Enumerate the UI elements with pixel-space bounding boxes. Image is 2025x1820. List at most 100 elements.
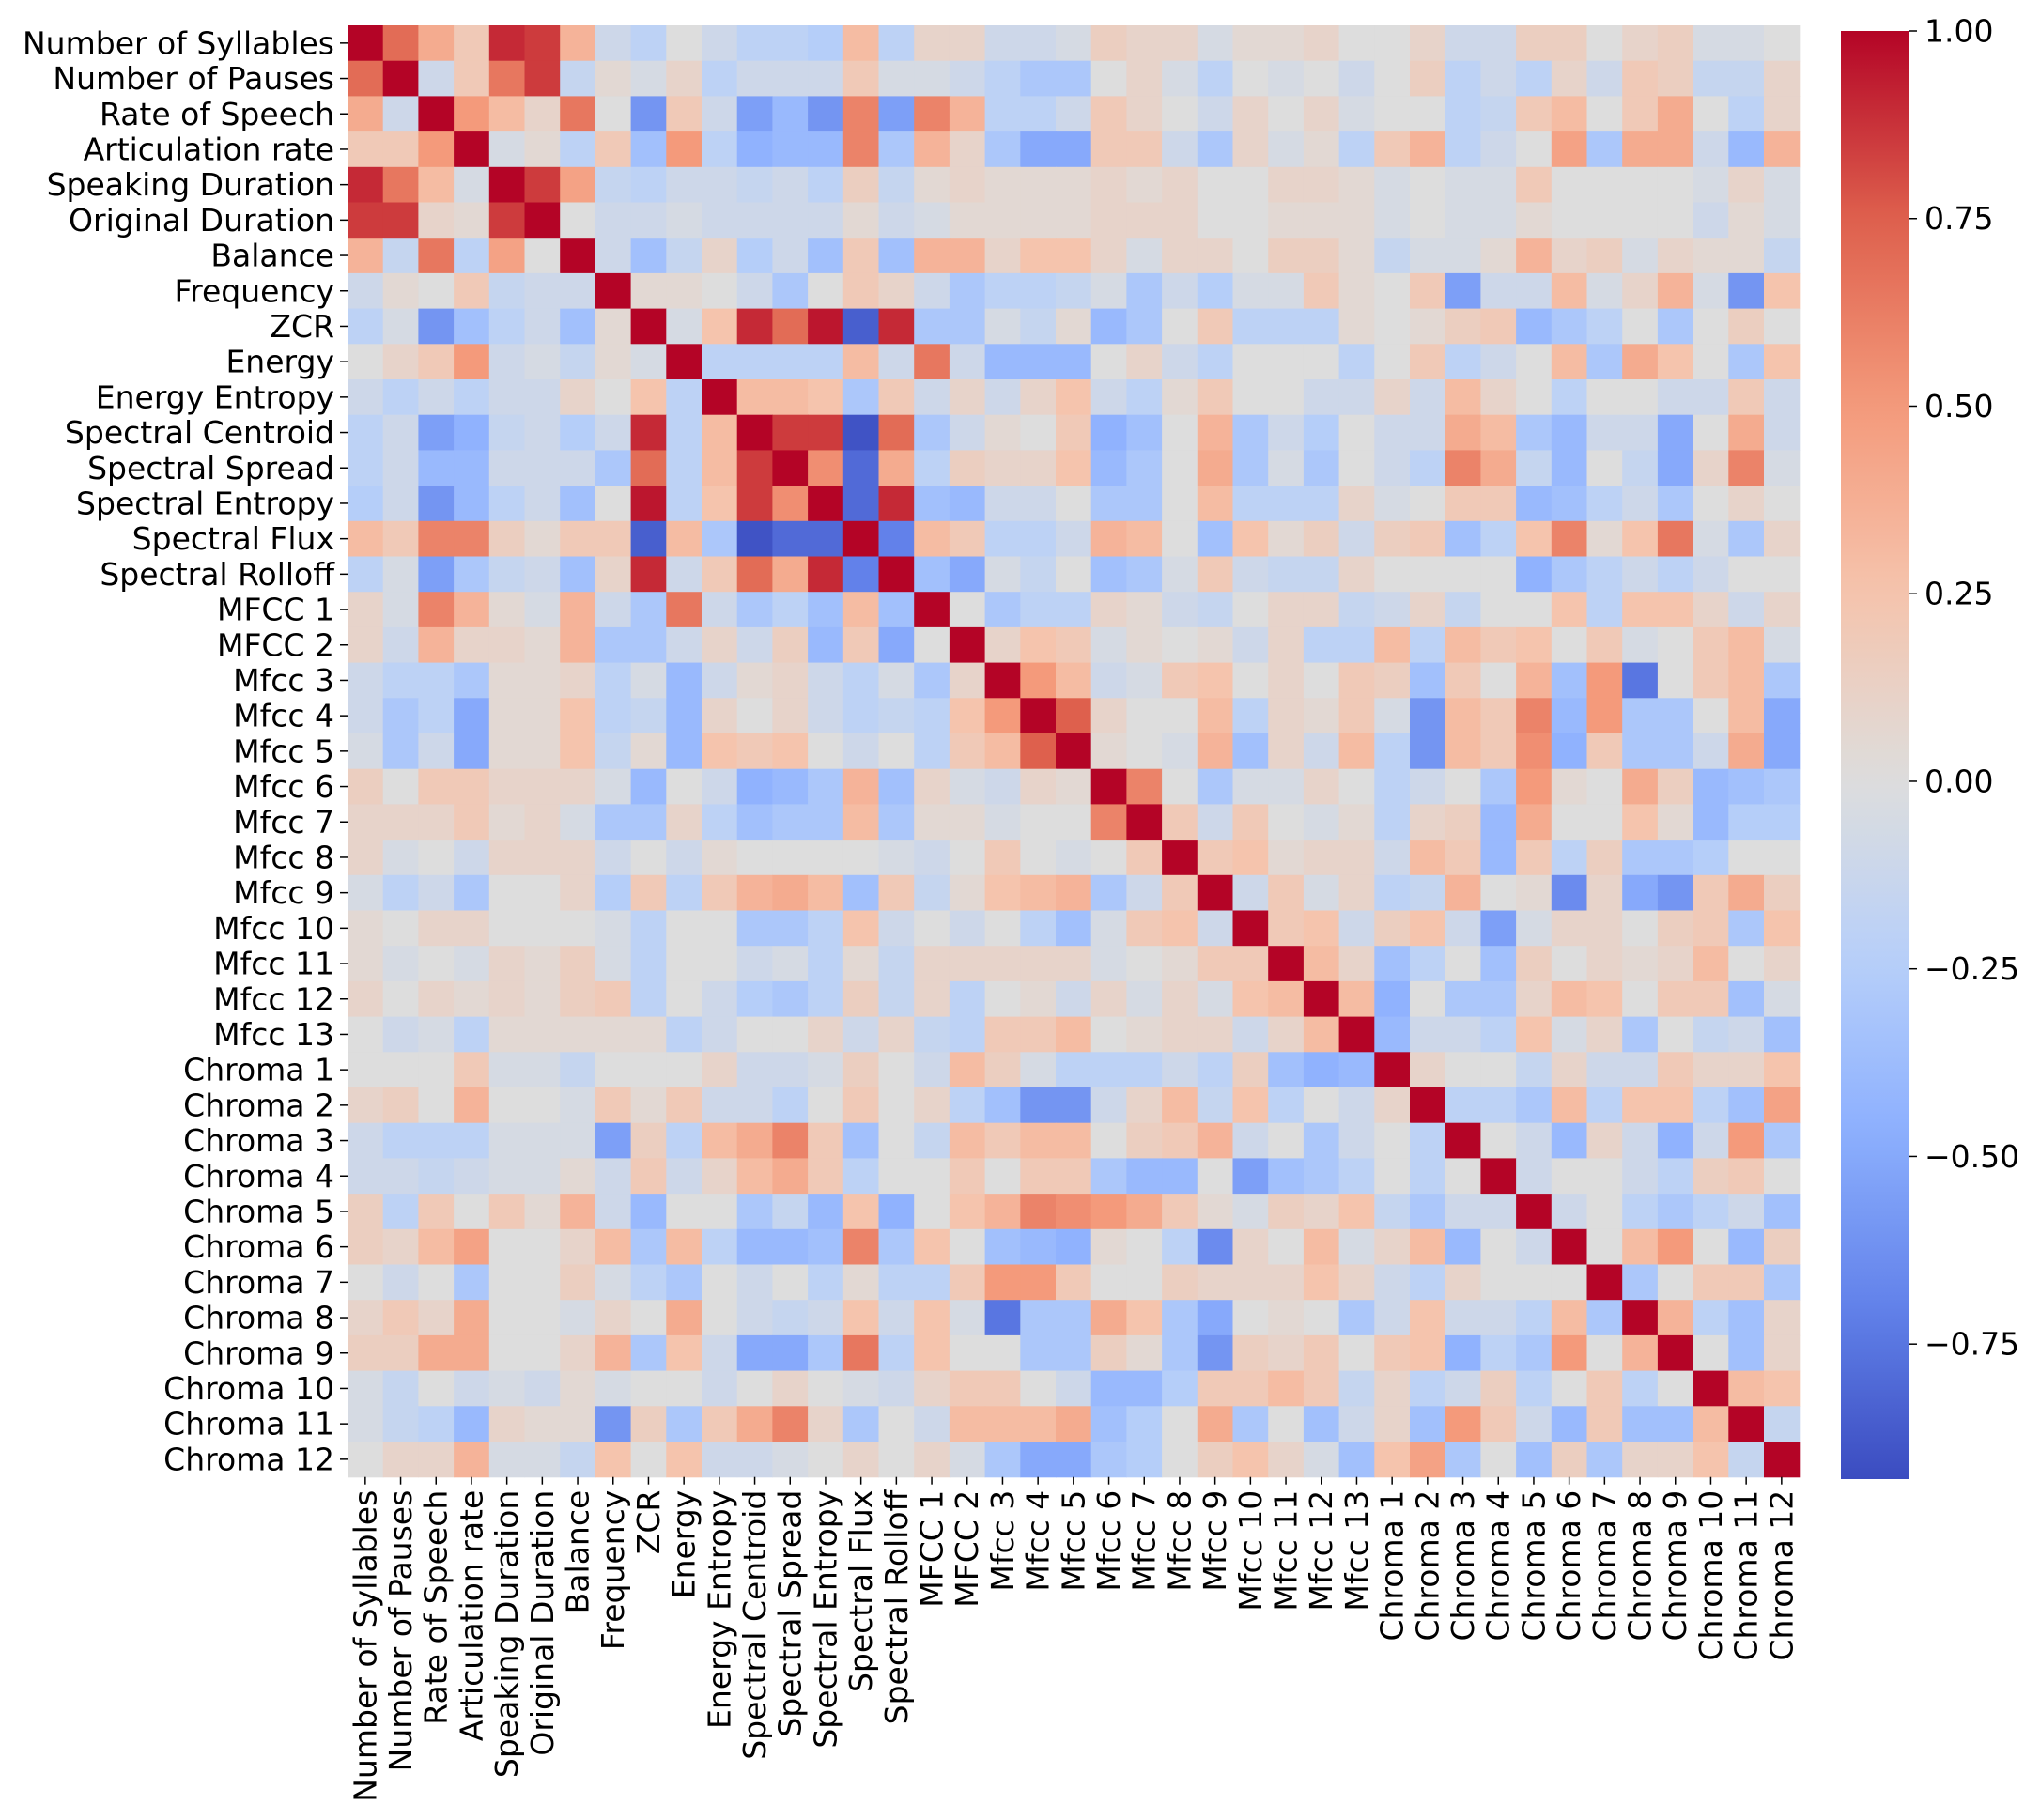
heatmap-cell <box>914 733 951 770</box>
heatmap-cell <box>984 96 1021 132</box>
heatmap-cell <box>1693 626 1729 664</box>
heatmap-cell <box>1586 556 1623 593</box>
heatmap-cell <box>382 1370 419 1407</box>
heatmap-cell <box>808 980 844 1018</box>
heatmap-cell <box>1338 202 1375 239</box>
heatmap-cell <box>1197 768 1234 805</box>
heatmap-cell <box>914 96 951 132</box>
heatmap-cell <box>842 874 880 912</box>
heatmap-cell <box>736 202 773 239</box>
heatmap-cell <box>1622 238 1659 274</box>
heatmap-cell <box>1622 910 1659 947</box>
heatmap-cell <box>1338 96 1375 132</box>
heatmap-cell <box>1126 25 1163 62</box>
heatmap-cell <box>1693 202 1729 239</box>
heatmap-cell <box>949 804 986 841</box>
heatmap-cell <box>348 980 384 1018</box>
heatmap-cell <box>666 946 703 982</box>
heatmap-cell <box>1303 450 1340 486</box>
heatmap-cell <box>1657 520 1694 558</box>
heatmap-cell <box>878 414 915 451</box>
heatmap-cell <box>630 804 667 841</box>
heatmap-cell <box>1268 1334 1305 1372</box>
heatmap-cell <box>736 272 773 310</box>
heatmap-cell <box>348 592 384 628</box>
heatmap-cell <box>1586 344 1623 380</box>
heatmap-cell <box>984 131 1021 168</box>
heatmap-cell <box>1410 520 1446 558</box>
heatmap-cell <box>1728 1122 1765 1159</box>
heatmap-cell <box>1516 1122 1553 1159</box>
heatmap-cell <box>524 733 561 770</box>
heatmap-cell <box>454 662 490 699</box>
heatmap-cell <box>488 910 526 947</box>
heatmap-cell <box>1374 980 1411 1018</box>
heatmap-cell <box>560 60 596 97</box>
heatmap-cell <box>1374 1158 1411 1195</box>
heatmap-cell <box>1586 804 1623 841</box>
heatmap-cell <box>418 1194 455 1230</box>
heatmap-cell <box>630 379 667 416</box>
heatmap-cell <box>1090 238 1127 274</box>
heatmap-cell <box>1516 592 1553 628</box>
heatmap-cell <box>914 414 951 451</box>
heatmap-cell <box>1338 1194 1375 1230</box>
heatmap-cell <box>1622 733 1659 770</box>
heatmap-cell <box>949 980 986 1018</box>
heatmap-cell <box>1056 25 1092 62</box>
heatmap-cell <box>736 1052 773 1088</box>
colorbar-tick-label: 0.75 <box>1925 200 1993 237</box>
column-label-mfcc-12: Mfcc 12 <box>1303 1490 1339 1612</box>
heatmap-cell <box>1374 946 1411 982</box>
heatmap-cell <box>842 344 880 380</box>
heatmap-cell <box>1374 1122 1411 1159</box>
heatmap-cell <box>630 946 667 982</box>
heatmap-cell <box>736 946 773 982</box>
heatmap-cell <box>595 840 632 876</box>
heatmap-cell <box>418 910 455 947</box>
heatmap-cell <box>842 202 880 239</box>
heatmap-cell <box>736 662 773 699</box>
heatmap-cell <box>1586 308 1623 345</box>
heatmap-cell <box>524 1087 561 1124</box>
column-label-frequency: Frequency <box>595 1490 631 1650</box>
heatmap-cell <box>524 272 561 310</box>
heatmap-cell <box>1303 60 1340 97</box>
heatmap-cell <box>488 60 526 97</box>
heatmap-cell <box>1303 520 1340 558</box>
heatmap-cell <box>418 874 455 912</box>
heatmap-cell <box>808 1442 844 1478</box>
heatmap-cell <box>736 910 773 947</box>
heatmap-cell <box>842 238 880 274</box>
heatmap-cell <box>1338 1122 1375 1159</box>
heatmap-cell <box>1516 1087 1553 1124</box>
heatmap-cell <box>1020 308 1057 345</box>
colorbar-tick-label: −0.50 <box>1925 1138 2019 1175</box>
heatmap-cell <box>1303 1052 1340 1088</box>
colorbar-tick-label: −0.75 <box>1925 1326 2019 1363</box>
heatmap-cell <box>382 1334 419 1372</box>
heatmap-cell <box>348 1442 384 1478</box>
row-label-frequency: Frequency <box>175 272 334 309</box>
heatmap-cell <box>808 626 844 664</box>
column-label-chroma-7: Chroma 7 <box>1586 1490 1623 1642</box>
heatmap-cell <box>1657 840 1694 876</box>
heatmap-cell <box>488 874 526 912</box>
heatmap-cell <box>878 980 915 1018</box>
heatmap-cell <box>630 202 667 239</box>
heatmap-cell <box>1445 1052 1481 1088</box>
heatmap-cell <box>1445 308 1481 345</box>
heatmap-cell <box>1445 25 1481 62</box>
heatmap-cell <box>1268 308 1305 345</box>
heatmap-cell <box>1693 344 1729 380</box>
heatmap-cell <box>488 520 526 558</box>
heatmap-cell <box>1268 202 1305 239</box>
heatmap-cell <box>1338 379 1375 416</box>
heatmap-cell <box>878 272 915 310</box>
heatmap-cell <box>560 698 596 734</box>
heatmap-cell <box>1020 520 1057 558</box>
heatmap-cell <box>772 910 809 947</box>
heatmap-cell <box>1657 344 1694 380</box>
heatmap-cell <box>1693 980 1729 1018</box>
heatmap-cell <box>524 520 561 558</box>
